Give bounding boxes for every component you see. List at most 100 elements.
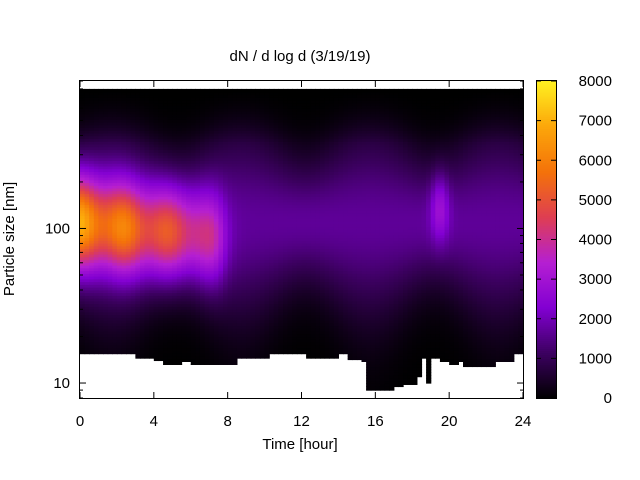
heatmap-cell [310, 226, 316, 230]
heatmap-cell [195, 311, 201, 316]
heatmap-cell [273, 306, 280, 310]
heatmap-cell [306, 273, 312, 277]
heatmap-cell [199, 355, 206, 360]
heatmap-cell [144, 289, 150, 294]
heatmap-cell [149, 267, 155, 272]
heatmap-cell [126, 209, 132, 214]
heatmap-cell [306, 342, 312, 346]
heatmap-cell [80, 347, 86, 351]
heatmap-cell [241, 226, 247, 230]
heatmap-cell [98, 97, 104, 101]
heatmap-cell [149, 344, 155, 349]
heatmap-cell [163, 157, 169, 162]
heatmap-cell [84, 300, 90, 305]
heatmap-cell [264, 284, 270, 288]
heatmap-cell [209, 256, 215, 261]
heatmap-cell [112, 278, 118, 283]
heatmap-cell [181, 91, 187, 96]
heatmap-cell [306, 149, 312, 153]
heatmap-cell [172, 278, 178, 283]
heatmap-cell [139, 99, 146, 104]
heatmap-cell [126, 163, 132, 167]
heatmap-cell [232, 212, 238, 217]
heatmap-cell [158, 124, 164, 129]
heatmap-cell [227, 226, 233, 230]
heatmap-cell [98, 287, 104, 291]
heatmap-cell [112, 143, 118, 148]
heatmap-cell [259, 278, 266, 283]
heatmap-cell [301, 94, 307, 98]
heatmap-cell [306, 190, 312, 195]
heatmap-cell [112, 174, 118, 178]
heatmap-cell [301, 154, 307, 159]
heatmap-cell [98, 163, 104, 167]
heatmap-cell [195, 314, 201, 318]
heatmap-cell [181, 146, 187, 151]
heatmap-cell [232, 306, 238, 310]
heatmap-cell [259, 182, 266, 186]
heatmap-cell [213, 347, 220, 351]
heatmap-cell [153, 149, 160, 153]
heatmap-cell [80, 113, 86, 118]
heatmap-cell [287, 215, 293, 219]
heatmap-cell [116, 303, 123, 307]
heatmap-cell [218, 243, 224, 247]
heatmap-cell [144, 267, 150, 272]
heatmap-cell [112, 270, 118, 274]
heatmap-cell [181, 347, 187, 351]
heatmap-cell [218, 317, 224, 321]
heatmap-cell [107, 322, 113, 327]
heatmap-cell [250, 201, 256, 206]
heatmap-cell [273, 94, 280, 98]
heatmap-cell [204, 179, 210, 184]
heatmap-cell [232, 91, 238, 96]
heatmap-cell [153, 121, 160, 126]
heatmap-cell [107, 209, 113, 214]
heatmap-cell [241, 256, 247, 261]
heatmap-cell [186, 342, 192, 346]
heatmap-cell [287, 220, 293, 225]
heatmap-cell [126, 240, 132, 244]
heatmap-cell [167, 174, 173, 178]
heatmap-cell [310, 234, 316, 239]
heatmap-cell [163, 278, 169, 283]
heatmap-cell [306, 251, 312, 255]
heatmap-cell [287, 273, 293, 277]
heatmap-cell [190, 174, 196, 178]
heatmap-cell [167, 179, 173, 184]
heatmap-cell [80, 262, 86, 266]
heatmap-cell [130, 163, 136, 167]
heatmap-cell [121, 124, 127, 129]
heatmap-cell [287, 265, 293, 269]
heatmap-cell [269, 254, 275, 258]
heatmap-cell [153, 344, 160, 349]
heatmap-cell [80, 152, 86, 156]
heatmap-cell [246, 116, 252, 120]
heatmap-cell [306, 311, 312, 316]
heatmap-cell [269, 287, 275, 291]
heatmap-cell [283, 157, 289, 162]
heatmap-cell [121, 102, 127, 107]
heatmap-cell [139, 220, 146, 225]
heatmap-cell [223, 201, 229, 206]
heatmap-cell [292, 130, 298, 134]
heatmap-cell [213, 303, 220, 307]
heatmap-cell [306, 229, 312, 233]
heatmap-cell [204, 289, 210, 294]
heatmap-cell [292, 198, 298, 203]
heatmap-cell [103, 157, 109, 162]
heatmap-cell [149, 298, 155, 302]
heatmap-cell [296, 281, 303, 285]
heatmap-cell [98, 262, 104, 266]
heatmap-cell [269, 317, 275, 321]
heatmap-cell [135, 314, 141, 318]
heatmap-cell [255, 196, 261, 200]
heatmap-cell [153, 165, 160, 170]
heatmap-cell [126, 124, 132, 129]
heatmap-cell [139, 207, 146, 211]
heatmap-cell [139, 168, 146, 173]
heatmap-cell [287, 350, 293, 354]
heatmap-cell [121, 212, 127, 217]
heatmap-cell [204, 353, 210, 357]
heatmap-cell [255, 331, 261, 335]
